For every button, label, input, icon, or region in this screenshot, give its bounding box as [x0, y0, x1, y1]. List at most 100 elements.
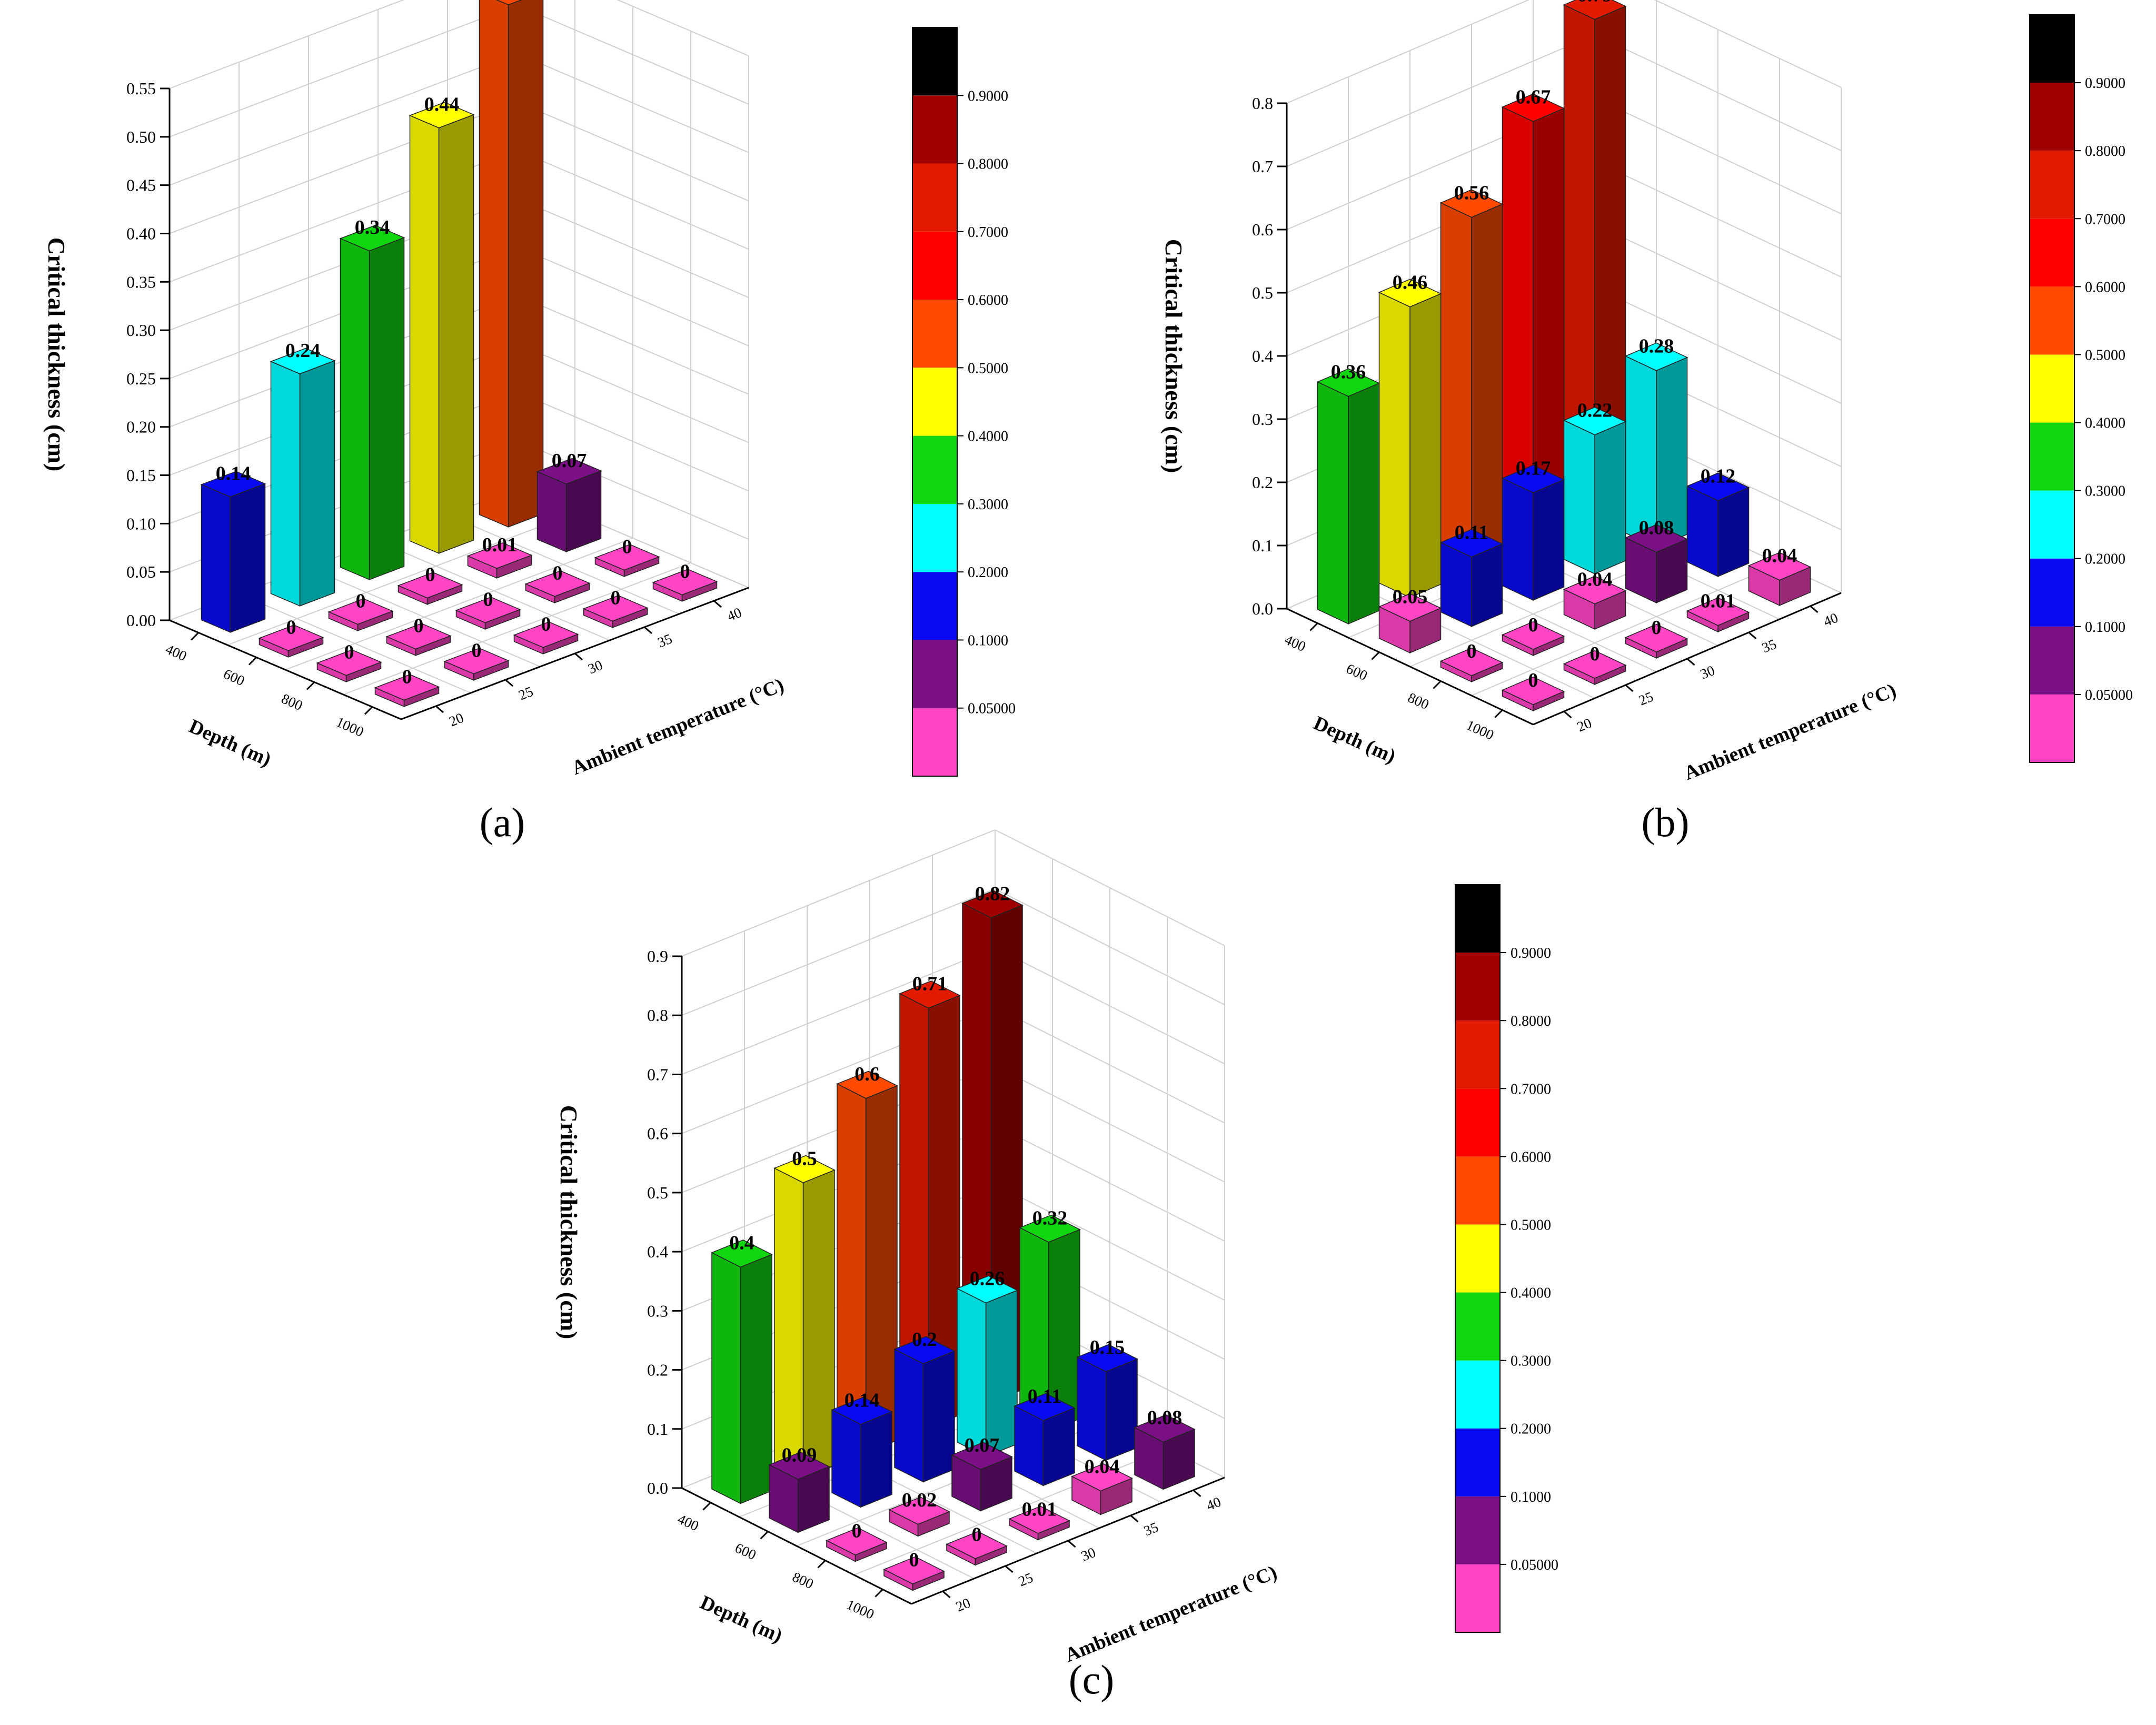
y-axis-title: Ambient temperature (°C)	[569, 674, 787, 779]
bar-value-label: 0.79	[1577, 0, 1613, 6]
z-tick-label: 0.35	[126, 272, 156, 291]
bar-top-face	[1686, 597, 1750, 626]
colorbar-segment	[912, 300, 957, 368]
bar-top-face	[1501, 621, 1565, 650]
colorbar-tick-label: 0.7000	[2085, 211, 2125, 227]
bar-front-face	[1077, 1356, 1107, 1461]
y-tick	[1686, 658, 1695, 666]
colorbar-tick-label: 0.8000	[968, 156, 1008, 173]
colorbar-segment	[912, 95, 957, 164]
z-tick-label: 0.3	[1252, 410, 1273, 429]
bar-value-label: 0	[472, 639, 482, 661]
gridline	[285, 538, 633, 670]
gridline	[516, 150, 749, 250]
bar-top-face	[385, 623, 452, 650]
bar-top-face	[339, 225, 405, 252]
bar-value-label: 0.07	[965, 1434, 1000, 1456]
bar-side-face	[299, 360, 335, 607]
colorbar-tick-label: 0.4000	[2085, 415, 2125, 432]
gridline	[516, 391, 749, 492]
bar-value-label: 0	[909, 1549, 919, 1571]
bar-top-face	[1686, 472, 1750, 501]
gridline	[1348, 582, 1595, 699]
x-tick	[1494, 709, 1503, 718]
bar-top-face	[946, 1531, 1008, 1559]
bar-side-face	[860, 1411, 892, 1508]
bar-side-face	[1471, 203, 1503, 572]
gridline	[995, 888, 1225, 1006]
z-tick-label: 0.2	[647, 1361, 668, 1380]
bar-top-face	[1439, 189, 1504, 218]
colorbar-segment	[912, 572, 957, 640]
colorbar-segment	[912, 163, 957, 232]
colorbar-tick-label: 0.3000	[2085, 483, 2125, 500]
bar-400m-40C: 0.54	[479, 0, 544, 528]
bar-value-label: 0.01	[482, 534, 518, 556]
bar-top-face	[374, 674, 440, 701]
bar-top-face	[826, 1527, 888, 1555]
colorbar-tick-label: 0.2000	[1511, 1421, 1551, 1438]
x-tick	[1371, 651, 1380, 660]
bar-side-face	[230, 483, 266, 633]
bar-value-label: 0	[1528, 669, 1538, 691]
bar-value-label: 0.36	[1331, 361, 1366, 383]
y-tick	[713, 600, 722, 608]
bar-top-face	[956, 1275, 1018, 1304]
colorbar-tick-label: 0.05000	[1511, 1557, 1558, 1573]
y-tick	[1810, 605, 1819, 613]
bar-value-label: 0	[852, 1520, 862, 1542]
colorbar-segment	[912, 708, 957, 776]
colorbar-segment	[912, 640, 957, 708]
bar-value-label: 0.05	[1393, 586, 1428, 608]
bar-1000m-25C: 0	[443, 639, 510, 681]
gridline	[1594, 34, 1842, 151]
bar-side-face	[1594, 421, 1626, 574]
gridline	[995, 1006, 1225, 1124]
z-tick-label: 0.30	[126, 321, 156, 340]
bar-front-face	[270, 361, 301, 607]
bar-top-face	[316, 649, 382, 676]
bar-600m-30C: 0	[397, 563, 463, 605]
bar-top-face	[1071, 1463, 1133, 1492]
bar-value-label: 0.22	[1577, 400, 1613, 422]
bar-value-label: 0.09	[782, 1444, 817, 1466]
bar-1000m-40C: 0.04	[1747, 545, 1812, 606]
axes	[1277, 102, 1842, 726]
colorbar-frame	[1455, 884, 1501, 1633]
z-tick-label: 0.15	[126, 466, 156, 485]
z-tick-label: 0.40	[126, 224, 156, 243]
bar-value-label: 0	[1528, 614, 1538, 636]
y-tick	[505, 679, 513, 687]
bar-800m-20C: 0	[826, 1520, 888, 1562]
bar-top-face	[893, 1336, 956, 1364]
bar-front-face	[711, 1252, 741, 1504]
bar-value-label: 0	[1590, 643, 1600, 665]
z-tick-label: 0.55	[126, 79, 156, 98]
colorbar-tick-label: 0.4000	[1511, 1285, 1551, 1302]
x-axis-title: Depth (m)	[697, 1591, 786, 1647]
bar-top-face	[831, 1396, 893, 1425]
bar-side-face	[1348, 382, 1380, 624]
bar-front-face	[1317, 381, 1349, 624]
y-tick	[1067, 1540, 1076, 1548]
x-tick	[364, 706, 373, 715]
y-tick-label: 20	[953, 1595, 972, 1615]
bar-1000m-25C: 0	[946, 1523, 1008, 1566]
x-tick-label: 600	[733, 1540, 759, 1563]
colorbar: 0.05000 0.1000 0.2000 0.3000 0.4000 0.5000 0.6…	[912, 27, 1016, 777]
gridline	[169, 53, 518, 186]
bar-top-face	[200, 471, 266, 498]
bar-side-face	[1042, 1407, 1075, 1486]
z-axis-title: Critical thickness (cm)	[43, 237, 70, 472]
y-tick-label: 25	[1016, 1570, 1035, 1590]
z-tick-label: 0.6	[1252, 220, 1273, 239]
x-tick-label: 800	[790, 1569, 816, 1592]
bar-top-face	[270, 348, 336, 374]
colorbar-tick-label: 0.8000	[1511, 1013, 1551, 1029]
x-tick	[817, 1560, 826, 1569]
axes	[160, 87, 749, 720]
bar-400m-20C: 0.14	[200, 462, 266, 633]
x-tick-label: 600	[221, 666, 247, 689]
bar-400m-25C: 0.24	[270, 340, 336, 607]
